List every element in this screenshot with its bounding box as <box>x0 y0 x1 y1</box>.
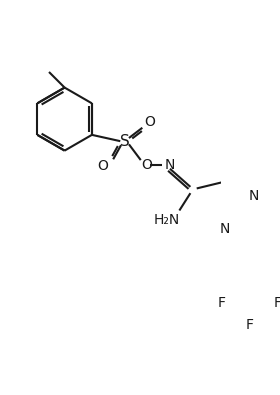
Text: N: N <box>220 222 230 237</box>
Text: N: N <box>249 189 259 203</box>
Text: N: N <box>165 158 175 172</box>
Text: O: O <box>142 158 153 172</box>
Text: O: O <box>97 159 108 173</box>
Text: F: F <box>246 318 254 333</box>
Text: S: S <box>120 134 130 149</box>
Text: H₂N: H₂N <box>154 213 180 227</box>
Text: O: O <box>144 115 155 129</box>
Text: F: F <box>217 295 225 310</box>
Text: F: F <box>274 295 280 310</box>
